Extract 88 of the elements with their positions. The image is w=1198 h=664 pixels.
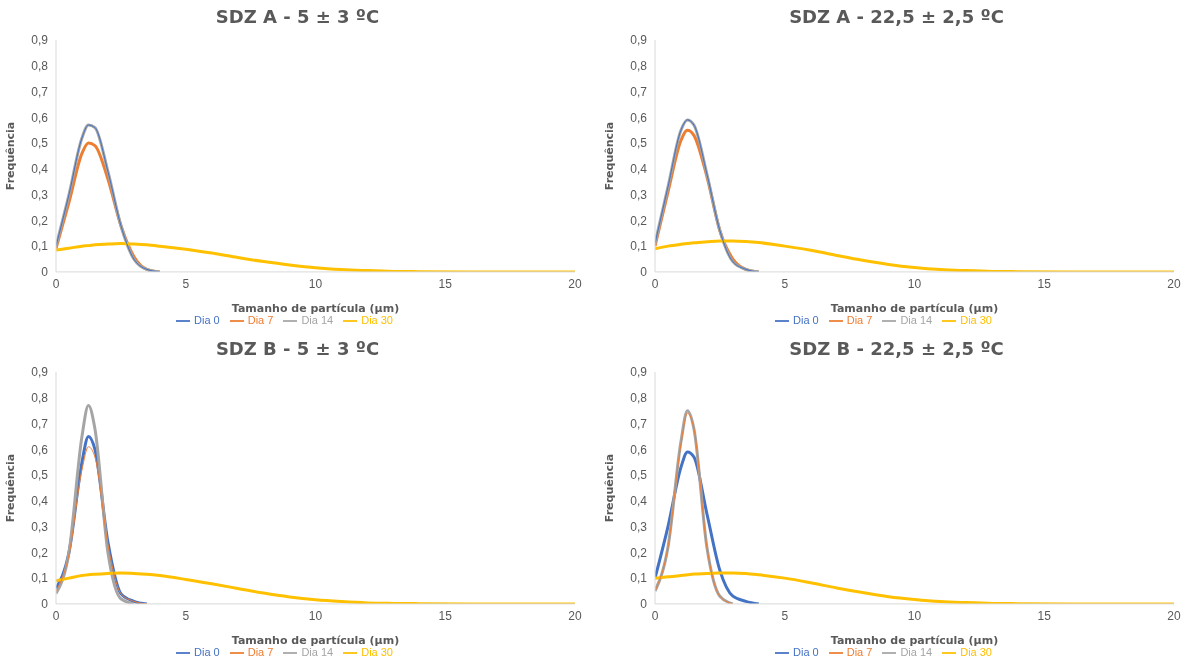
chart-title: SDZ A - 5 ± 3 ºC	[214, 5, 381, 29]
y-tick-label: 0,5	[630, 136, 648, 151]
x-tick-label: 0	[651, 277, 659, 292]
y-tick-label: 0,9	[31, 365, 49, 380]
y-tick-label: 0,8	[630, 59, 648, 74]
y-tick-label: 0,3	[31, 519, 49, 534]
y-tick-label: 0	[41, 265, 49, 280]
legend-label: Dia 14	[301, 645, 334, 658]
y-tick-label: 0	[640, 265, 648, 280]
y-tick-label: 0,3	[630, 519, 648, 534]
x-tick-label: 5	[182, 609, 190, 624]
y-tick-label: 0,9	[31, 33, 49, 48]
chart-title: SDZ B - 22,5 ± 2,5 ºC	[788, 337, 1005, 361]
legend-label: Dia 0	[793, 645, 819, 658]
x-tick-label: 0	[651, 609, 659, 624]
legend-label: Dia 0	[793, 313, 819, 326]
y-tick-label: 0,8	[31, 391, 49, 406]
y-tick-label: 0,4	[31, 494, 49, 509]
y-axis-title: Frequência	[602, 453, 616, 523]
x-tick-label: 20	[568, 609, 582, 624]
x-tick-label: 20	[568, 277, 582, 292]
x-tick-label: 15	[438, 609, 453, 624]
x-tick-label: 10	[308, 609, 323, 624]
x-axis-title: Tamanho de partícula (µm)	[231, 301, 400, 315]
y-tick-label: 0,8	[630, 391, 648, 406]
y-tick-label: 0,9	[630, 365, 648, 380]
y-tick-label: 0,5	[630, 468, 648, 483]
y-tick-label: 0,7	[630, 416, 648, 431]
y-tick-label: 0,6	[31, 110, 49, 125]
x-axis-title: Tamanho de partícula (µm)	[830, 301, 999, 315]
y-tick-label: 0,1	[31, 571, 49, 586]
y-tick-label: 0,2	[31, 545, 49, 560]
y-tick-label: 0,2	[630, 213, 648, 228]
y-tick-label: 0,7	[31, 416, 49, 431]
x-axis-title: Tamanho de partícula (µm)	[231, 633, 400, 647]
legend-label: Dia 14	[900, 645, 933, 658]
y-axis-title: Frequência	[3, 453, 17, 523]
y-tick-label: 0,2	[31, 213, 49, 228]
legend-label: Dia 0	[194, 313, 220, 326]
legend-label: Dia 14	[301, 313, 334, 326]
y-tick-label: 0,9	[630, 33, 648, 48]
y-tick-label: 0,2	[630, 545, 648, 560]
x-tick-label: 10	[907, 609, 922, 624]
chart-title: SDZ A - 22,5 ± 2,5 ºC	[788, 5, 1005, 29]
y-tick-label: 0	[640, 597, 648, 612]
x-tick-label: 15	[438, 277, 453, 292]
y-tick-label: 0,5	[31, 468, 49, 483]
y-tick-label: 0,3	[31, 187, 49, 202]
y-tick-label: 0,5	[31, 136, 49, 151]
y-axis-title: Frequência	[602, 121, 616, 191]
legend-label: Dia 7	[247, 645, 274, 658]
x-tick-label: 5	[182, 277, 190, 292]
x-tick-label: 20	[1167, 609, 1181, 624]
x-tick-label: 20	[1167, 277, 1181, 292]
y-tick-label: 0,7	[630, 84, 648, 99]
legend-label: Dia 7	[247, 313, 274, 326]
legend-label: Dia 7	[846, 645, 873, 658]
y-tick-label: 0,7	[31, 84, 49, 99]
y-tick-label: 0,6	[630, 110, 648, 125]
legend-label: Dia 0	[194, 645, 220, 658]
y-axis-title: Frequência	[3, 121, 17, 191]
y-tick-label: 0,6	[630, 442, 648, 457]
x-tick-label: 10	[907, 277, 922, 292]
y-tick-label: 0	[41, 597, 49, 612]
legend-label: Dia 7	[846, 313, 873, 326]
x-axis-title: Tamanho de partícula (µm)	[830, 633, 999, 647]
legend-label: Dia 30	[361, 313, 393, 326]
y-tick-label: 0,6	[31, 442, 49, 457]
legend-label: Dia 30	[361, 645, 393, 658]
legend-label: Dia 30	[960, 645, 992, 658]
y-tick-label: 0,4	[630, 494, 648, 509]
x-tick-label: 10	[308, 277, 323, 292]
y-tick-label: 0,1	[31, 239, 49, 254]
y-tick-label: 0,8	[31, 59, 49, 74]
x-tick-label: 0	[52, 609, 60, 624]
y-tick-label: 0,3	[630, 187, 648, 202]
x-tick-label: 0	[52, 277, 60, 292]
x-tick-label: 5	[781, 609, 789, 624]
x-tick-label: 5	[781, 277, 789, 292]
x-tick-label: 15	[1037, 609, 1052, 624]
legend-label: Dia 30	[960, 313, 992, 326]
y-tick-label: 0,4	[630, 162, 648, 177]
legend-label: Dia 14	[900, 313, 933, 326]
y-tick-label: 0,1	[630, 239, 648, 254]
y-tick-label: 0,4	[31, 162, 49, 177]
chart-title: SDZ B - 5 ± 3 ºC	[214, 337, 381, 361]
x-tick-label: 15	[1037, 277, 1052, 292]
y-tick-label: 0,1	[630, 571, 648, 586]
